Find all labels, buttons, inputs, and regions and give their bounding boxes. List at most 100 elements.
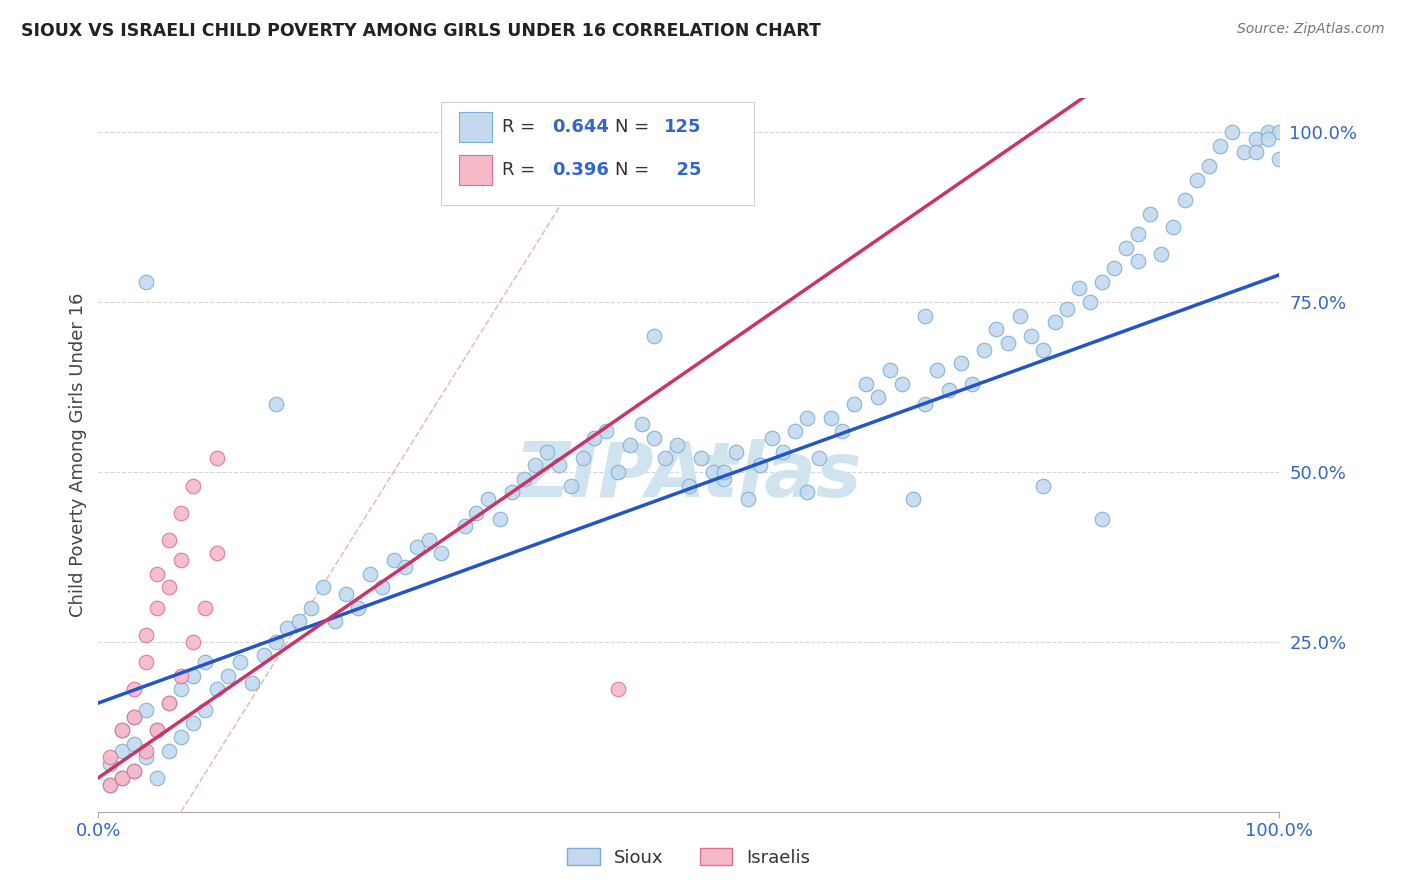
Point	[194, 655, 217, 669]
Point	[135, 655, 157, 669]
Point	[903, 492, 925, 507]
Point	[1080, 295, 1102, 310]
Point	[453, 519, 475, 533]
Point	[394, 560, 416, 574]
Point	[761, 431, 783, 445]
Point	[1257, 125, 1279, 139]
Text: N =: N =	[614, 161, 655, 179]
Point	[512, 472, 534, 486]
Point	[122, 709, 145, 723]
Point	[713, 465, 735, 479]
Point	[170, 682, 193, 697]
Bar	[458, 155, 492, 186]
Point	[98, 778, 121, 792]
Point	[111, 723, 134, 738]
Point	[772, 444, 794, 458]
Point	[689, 451, 711, 466]
Point	[135, 703, 157, 717]
Point	[501, 485, 523, 500]
Text: N =: N =	[614, 119, 655, 136]
Point	[879, 363, 901, 377]
Point	[855, 376, 877, 391]
Point	[914, 397, 936, 411]
Point	[1220, 125, 1243, 139]
Point	[264, 397, 287, 411]
Point	[1244, 145, 1267, 160]
Point	[371, 581, 394, 595]
Point	[441, 132, 464, 146]
Point	[1268, 153, 1291, 167]
Point	[796, 410, 818, 425]
Point	[1032, 478, 1054, 492]
Point	[312, 581, 335, 595]
Point	[181, 478, 204, 492]
Point	[122, 709, 145, 723]
Point	[465, 506, 488, 520]
Point	[1067, 281, 1090, 295]
Point	[1043, 315, 1066, 329]
FancyBboxPatch shape	[441, 102, 754, 205]
Point	[997, 335, 1019, 350]
Point	[890, 376, 912, 391]
Point	[796, 485, 818, 500]
Point	[205, 546, 228, 560]
Point	[1174, 193, 1197, 207]
Point	[1244, 132, 1267, 146]
Point	[489, 512, 512, 526]
Point	[560, 478, 582, 492]
Point	[477, 492, 499, 507]
Point	[737, 492, 759, 507]
Point	[111, 723, 134, 738]
Point	[288, 615, 311, 629]
Point	[619, 438, 641, 452]
Point	[217, 669, 239, 683]
Point	[1008, 309, 1031, 323]
Point	[1233, 145, 1256, 160]
Text: R =: R =	[502, 161, 541, 179]
Point	[276, 621, 298, 635]
Point	[98, 750, 121, 764]
Point	[1185, 172, 1208, 186]
Point	[299, 600, 322, 615]
Point	[1102, 260, 1125, 275]
Point	[1091, 275, 1114, 289]
Point	[914, 309, 936, 323]
Point	[949, 356, 972, 370]
Point	[382, 553, 405, 567]
Point	[962, 376, 984, 391]
Point	[678, 478, 700, 492]
Point	[146, 723, 169, 738]
Point	[583, 431, 606, 445]
Point	[157, 696, 180, 710]
Point	[938, 384, 960, 398]
Point	[1198, 159, 1220, 173]
Point	[253, 648, 276, 663]
Point	[807, 451, 830, 466]
Point	[418, 533, 440, 547]
Point	[524, 458, 547, 472]
Point	[430, 546, 453, 560]
Point	[170, 669, 193, 683]
Point	[831, 424, 853, 438]
Point	[170, 553, 193, 567]
Point	[820, 410, 842, 425]
Point	[643, 431, 665, 445]
Point	[536, 444, 558, 458]
Point	[111, 771, 134, 785]
Point	[181, 635, 204, 649]
Point	[146, 600, 169, 615]
Point	[666, 438, 689, 452]
Text: 25: 25	[664, 161, 702, 179]
Point	[111, 743, 134, 757]
Text: Source: ZipAtlas.com: Source: ZipAtlas.com	[1237, 22, 1385, 37]
Point	[135, 275, 157, 289]
Point	[984, 322, 1007, 336]
Point	[205, 451, 228, 466]
Point	[170, 506, 193, 520]
Point	[725, 444, 748, 458]
Point	[607, 682, 630, 697]
Point	[146, 723, 169, 738]
Point	[181, 669, 204, 683]
Point	[1021, 329, 1043, 343]
Point	[1161, 220, 1184, 235]
